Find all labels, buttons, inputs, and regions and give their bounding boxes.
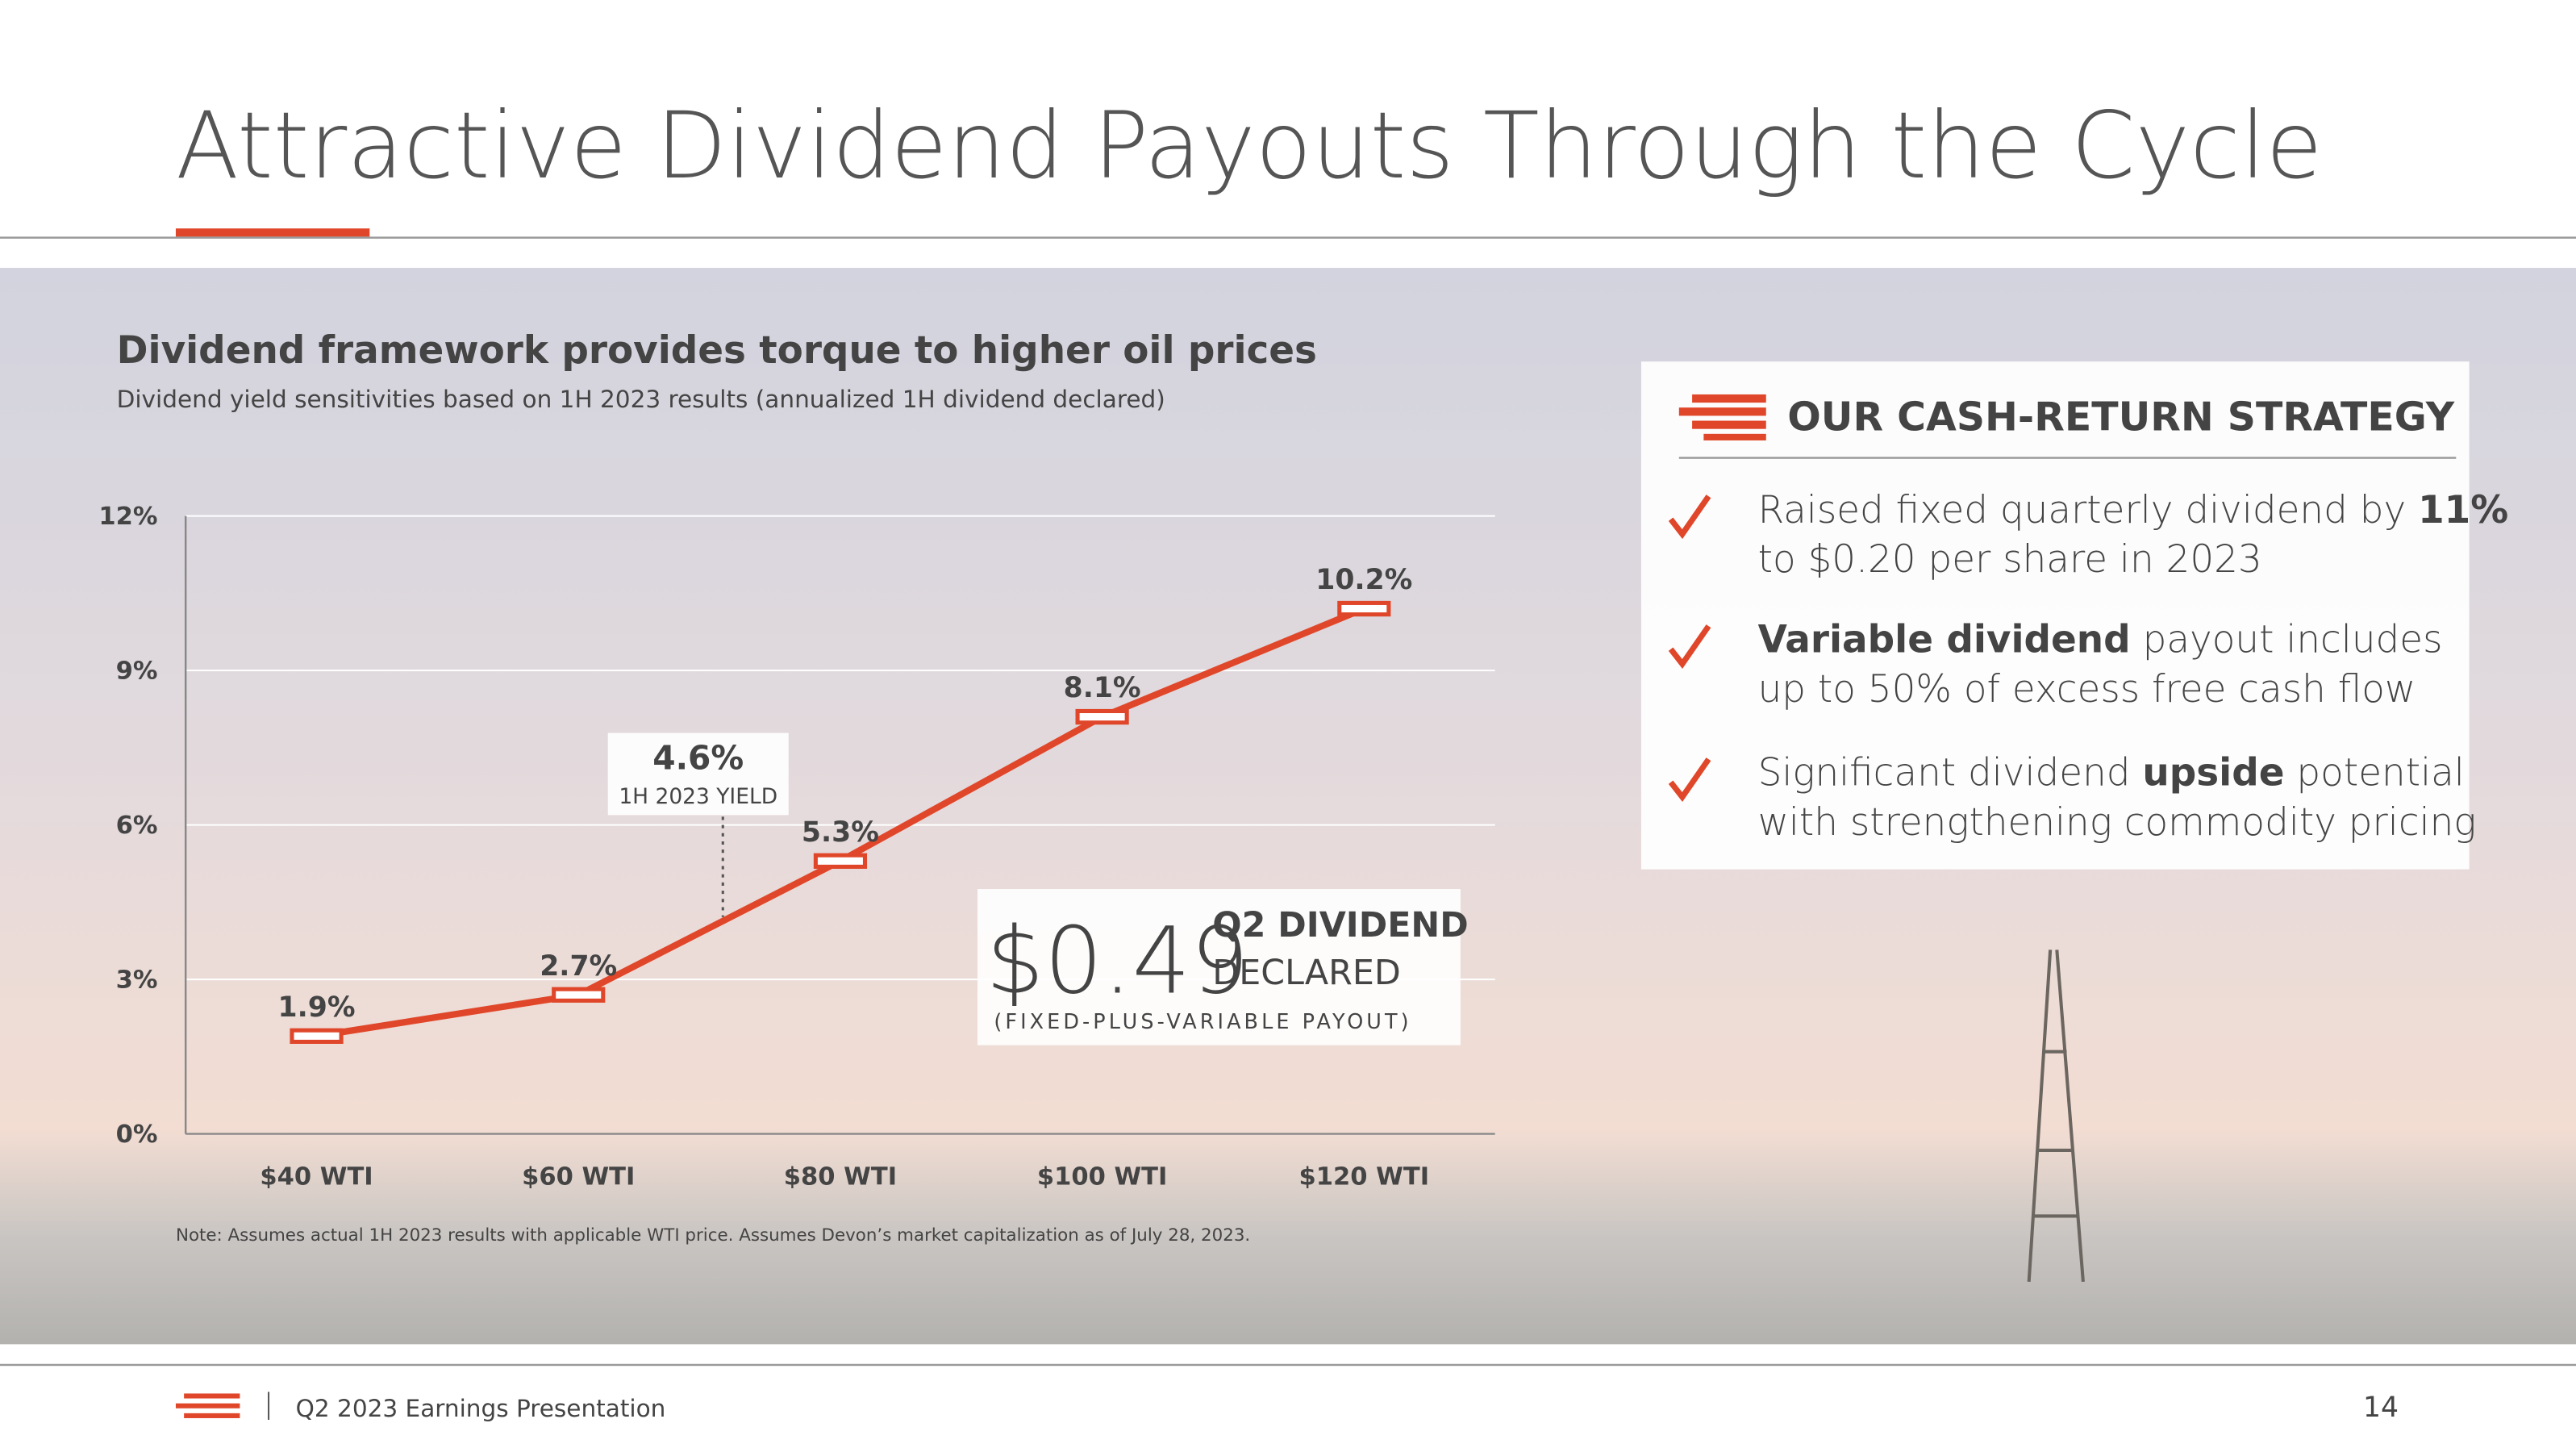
value-label: 10.2%: [1315, 564, 1412, 596]
chart-note: Note: Assumes actual 1H 2023 results wit…: [176, 1225, 1250, 1246]
y-tick-label: 12%: [98, 503, 157, 531]
bullet-line: up to 50% of excess free cash flow: [1758, 668, 2416, 712]
x-tick-label: $100 WTI: [1037, 1163, 1168, 1192]
check-icon: [1668, 624, 1711, 670]
title-accent: [175, 228, 370, 237]
bullet-line: to $0.20 per share in 2023: [1758, 538, 2262, 582]
bullet-line: Variable dividend payout includes: [1758, 619, 2443, 662]
annotation-box: [607, 732, 789, 816]
strategy-box: [1640, 361, 2470, 870]
bullet-text: to $0.20 per share in 2023: [1758, 538, 2262, 582]
y-tick-label: 9%: [116, 657, 158, 685]
bullet-text: 11%: [2418, 489, 2508, 532]
value-label: 8.1%: [1064, 672, 1141, 704]
bullet-line: with strengthening commodity pricing: [1758, 801, 2477, 845]
y-tick-label: 0%: [116, 1121, 158, 1149]
bullet-text: potential: [2285, 752, 2465, 795]
bullet-text: with strengthening commodity pricing: [1758, 801, 2477, 845]
dividend-box: [977, 889, 1461, 1045]
footer-rule: [0, 1363, 2576, 1367]
dividend-amount: $0.49: [986, 907, 1249, 1014]
strategy-heading: OUR CASH-RETURN STRATEGY: [1787, 394, 2455, 440]
y-tick-label: 3%: [116, 966, 158, 994]
point-marker: [1075, 708, 1129, 725]
footer-separator: [268, 1392, 270, 1421]
value-label: 1.9%: [278, 991, 356, 1024]
bullet-text: Variable dividend: [1758, 619, 2131, 662]
point-marker: [1337, 600, 1391, 617]
dividend-line1: Q2 DIVIDEND: [1212, 905, 1468, 945]
strategy-rule: [1678, 457, 2457, 459]
point-marker: [552, 987, 606, 1003]
value-label: 5.3%: [802, 816, 879, 849]
check-icon: [1668, 495, 1711, 540]
strategy-icon: [1678, 394, 1766, 440]
x-tick-label: $80 WTI: [784, 1163, 897, 1192]
annotation-value: 4.6%: [652, 738, 744, 777]
check-icon: [1668, 757, 1711, 803]
point-marker: [290, 1028, 344, 1044]
rig: [2027, 949, 2085, 1283]
title-rule: [0, 236, 2576, 239]
chart-title: Dividend framework provides torque to hi…: [117, 329, 1317, 373]
y-tick-label: 6%: [116, 812, 158, 840]
x-tick-label: $40 WTI: [260, 1163, 373, 1192]
bullet-text: upside: [2142, 752, 2284, 795]
bullet-line: Raised fixed quarterly dividend by 11%: [1758, 489, 2509, 532]
bullet-line: Significant dividend upside potential: [1758, 752, 2465, 795]
point-marker: [813, 853, 868, 869]
footer-icon: [175, 1393, 240, 1418]
bullet-text: Significant dividend: [1758, 752, 2143, 795]
x-tick-label: $120 WTI: [1299, 1163, 1430, 1192]
bullets: Raised fixed quarterly dividend by 11% to…: [1668, 489, 2509, 845]
bullet-text: up to 50% of excess free cash flow: [1758, 668, 2416, 712]
annotation-text: 1H 2023 YIELD: [619, 784, 777, 809]
page-number: 14: [2363, 1392, 2399, 1424]
value-label: 2.7%: [540, 950, 617, 983]
dividend-caption: (FIXED-PLUS-VARIABLE PAYOUT): [994, 1010, 1411, 1034]
dividend-line2: DECLARED: [1212, 953, 1401, 993]
slide-title: Attractive Dividend Payouts Through the …: [176, 92, 2323, 199]
chart-subtitle: Dividend yield sensitivities based on 1H…: [117, 386, 1165, 413]
bullet-text: Raised fixed quarterly dividend by: [1758, 489, 2418, 532]
bullet-text: payout includes: [2131, 619, 2443, 662]
footer-text: Q2 2023 Earnings Presentation: [296, 1395, 666, 1422]
x-tick-label: $60 WTI: [522, 1163, 635, 1192]
